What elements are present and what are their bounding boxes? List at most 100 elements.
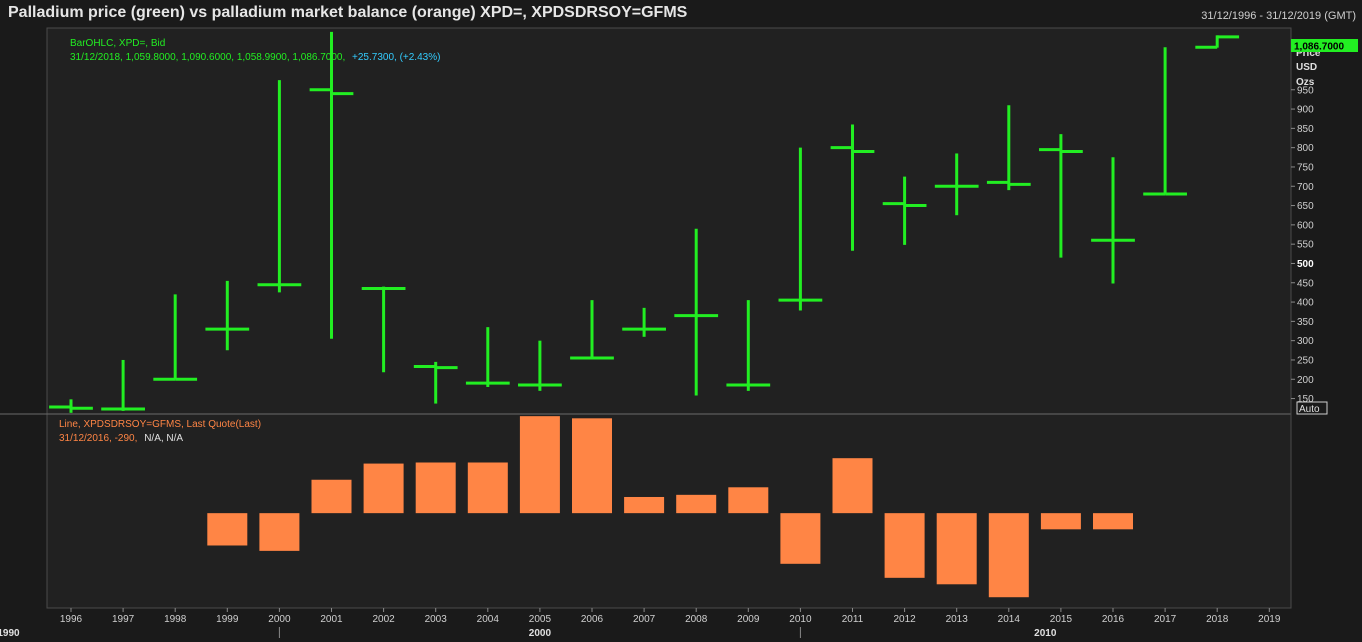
x-axis: 1996 1997 1998 1999 2000 2001 2002 2003 2004 2005… [0,608,1281,639]
x-tick-label-2003: 2003 [425,614,448,625]
ohlc-bar-2008[interactable] [674,228,719,396]
x-tick-label-2005: 2005 [529,614,552,625]
balance-bar-2013[interactable] [936,513,977,585]
ohlc-bar-2000[interactable] [257,80,302,293]
price-legend-change: +25.7300, (+2.43%) [352,52,440,63]
balance-bar-2015[interactable] [1040,513,1081,530]
plot-area-background [46,27,1292,609]
balance-bar-2010[interactable] [780,513,821,564]
y-tick-label-650: 650 [1297,201,1314,212]
y-tick-label-600: 600 [1297,220,1314,231]
ohlc-bar-1996[interactable] [49,399,93,413]
auto-scale-button-frame[interactable] [1296,401,1328,415]
ohlc-bar-2001[interactable] [309,31,354,339]
ohlc-bar-1997[interactable] [101,359,145,411]
ohlc-bar-2017[interactable] [1143,47,1187,196]
price-y-axis: 150 200 250 300 350 400 450 500 550 600 650 700 750 8… [1291,85,1314,405]
y-tick-label-750: 750 [1297,162,1314,173]
y-tick-label-300: 300 [1297,336,1314,347]
ohlc-bar-2004[interactable] [465,327,510,387]
ohlc-bar-2007[interactable] [622,307,666,337]
price-legend-values: 31/12/2018, 1,059.8000, 1,090.6000, 1,05… [70,52,440,63]
ohlc-bar-2010[interactable] [778,147,823,311]
ohlc-bar-1999[interactable] [205,280,250,351]
y-tick-label-400: 400 [1297,298,1314,309]
balance-bar-2007[interactable] [624,496,665,514]
y-tick-label-850: 850 [1297,124,1314,135]
x-decade-label-1990: 1990 [0,628,20,639]
x-tick-label-2019: 2019 [1258,614,1281,625]
y-tick-label-900: 900 [1297,105,1314,116]
x-tick-label-2010: 2010 [789,614,812,625]
auto-scale-button[interactable]: Auto [1299,404,1320,415]
balance-bar-2009[interactable] [728,487,769,514]
ohlc-bar-2013[interactable] [934,153,979,216]
y-tick-label-950: 950 [1297,85,1314,96]
y-tick-label-250: 250 [1297,355,1314,366]
x-tick-label-2002: 2002 [372,614,395,625]
last-value-tag-background [1291,39,1358,52]
x-tick-label-2014: 2014 [998,614,1021,625]
x-tick-label-1999: 1999 [216,614,239,625]
ohlc-bar-2002[interactable] [361,286,406,373]
x-decade-label-2010: 2010 [1034,628,1057,639]
ohlc-bar-2005[interactable] [518,340,562,391]
ohlc-bar-2012[interactable] [882,176,927,245]
y-tick-label-550: 550 [1297,240,1314,251]
axis-header-currency: USD [1296,62,1317,73]
chart-title: Palladium price (green) vs palladium mar… [8,4,688,21]
balance-bar-1999[interactable] [207,513,248,546]
balance-bar-2000[interactable] [259,513,300,551]
balance-bar-2012[interactable] [884,513,925,578]
y-tick-label-800: 800 [1297,143,1314,154]
x-tick-label-2009: 2009 [737,614,760,625]
y-tick-label-200: 200 [1297,375,1314,386]
x-tick-label-2007: 2007 [633,614,656,625]
ohlc-bar-1998[interactable] [153,294,198,381]
x-tick-label-2016: 2016 [1102,614,1125,625]
x-tick-label-2018: 2018 [1206,614,1229,625]
balance-bar-2004[interactable] [467,462,508,514]
x-tick-label-1998: 1998 [164,614,187,625]
x-tick-label-2011: 2011 [842,614,864,625]
ohlc-bar-2015[interactable] [1039,134,1083,258]
ohlc-bar-2011[interactable] [830,124,875,251]
x-tick-label-2001: 2001 [320,614,343,625]
balance-bar-2002[interactable] [363,463,404,514]
balance-bar-2011[interactable] [832,458,873,514]
balance-bar-2005[interactable] [519,416,560,514]
x-decade-label-2000: 2000 [529,628,552,639]
ohlc-bar-2009[interactable] [726,300,771,391]
x-tick-label-2017: 2017 [1154,614,1177,625]
balance-bar-2008[interactable] [676,494,717,514]
axis-header-unit: Ozs [1296,77,1315,88]
x-tick-label-1997: 1997 [112,614,135,625]
balance-legend-values: 31/12/2016, -290, N/A, N/A [59,433,183,444]
balance-bar-2014[interactable] [988,513,1029,598]
balance-bar-2003[interactable] [415,462,456,514]
balance-legend-na: N/A, N/A [144,433,183,444]
x-tick-label-2008: 2008 [685,614,708,625]
y-tick-label-500: 500 [1297,259,1314,270]
balance-series-group [207,416,1133,598]
balance-bar-2001[interactable] [311,479,352,514]
y-tick-label-350: 350 [1297,317,1314,328]
date-range-label[interactable]: 31/12/1996 - 31/12/2019 (GMT) [1201,10,1356,22]
x-tick-label-2000: 2000 [268,614,291,625]
ohlc-bar-2018[interactable] [1195,35,1240,49]
ohlc-bar-2006[interactable] [570,300,614,360]
x-tick-label-2013: 2013 [946,614,969,625]
balance-bar-2006[interactable] [572,418,612,514]
x-tick-label-2006: 2006 [581,614,604,625]
price-series-group [49,31,1240,413]
x-tick-label-1996: 1996 [60,614,83,625]
axis-header-price: Price [1296,48,1321,59]
ohlc-bar-2003[interactable] [413,361,458,404]
ohlc-bar-2016[interactable] [1091,157,1135,284]
x-tick-label-2012: 2012 [893,614,916,625]
balance-bar-2016[interactable] [1093,513,1133,530]
y-tick-label-700: 700 [1297,182,1314,193]
last-value-tag: 1,086.7000 [1294,42,1344,53]
ohlc-bar-2014[interactable] [986,105,1031,191]
